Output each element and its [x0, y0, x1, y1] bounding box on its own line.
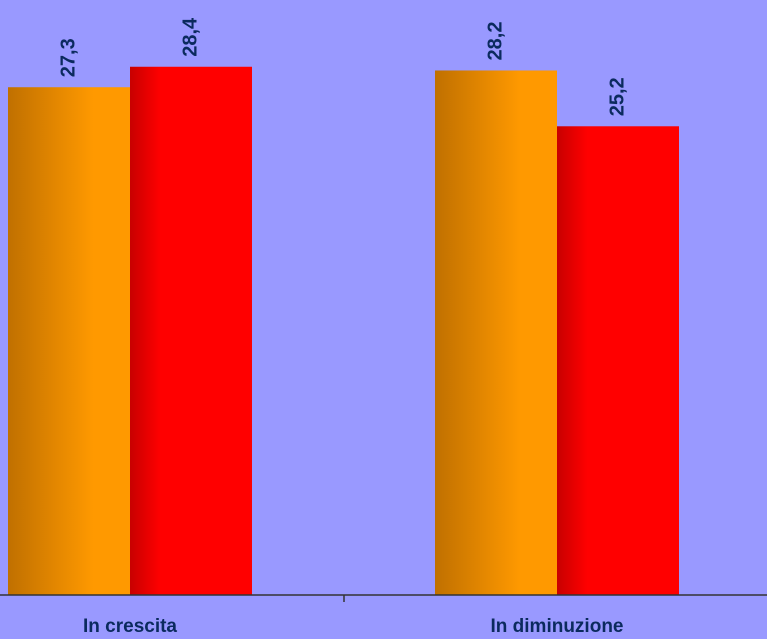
bar-series1-in-crescita	[8, 87, 130, 595]
category-label: In diminuzione	[491, 616, 624, 637]
data-label: 25,2	[606, 77, 628, 116]
bar-series1-in-diminuzione	[435, 70, 557, 596]
bar-series2-in-diminuzione	[557, 126, 679, 595]
bar-series2-in-crescita	[130, 66, 252, 595]
data-label: 28,2	[484, 22, 506, 61]
data-label: 27,3	[57, 38, 79, 77]
category-label: In crescita	[83, 616, 177, 637]
data-label: 28,4	[179, 17, 201, 57]
